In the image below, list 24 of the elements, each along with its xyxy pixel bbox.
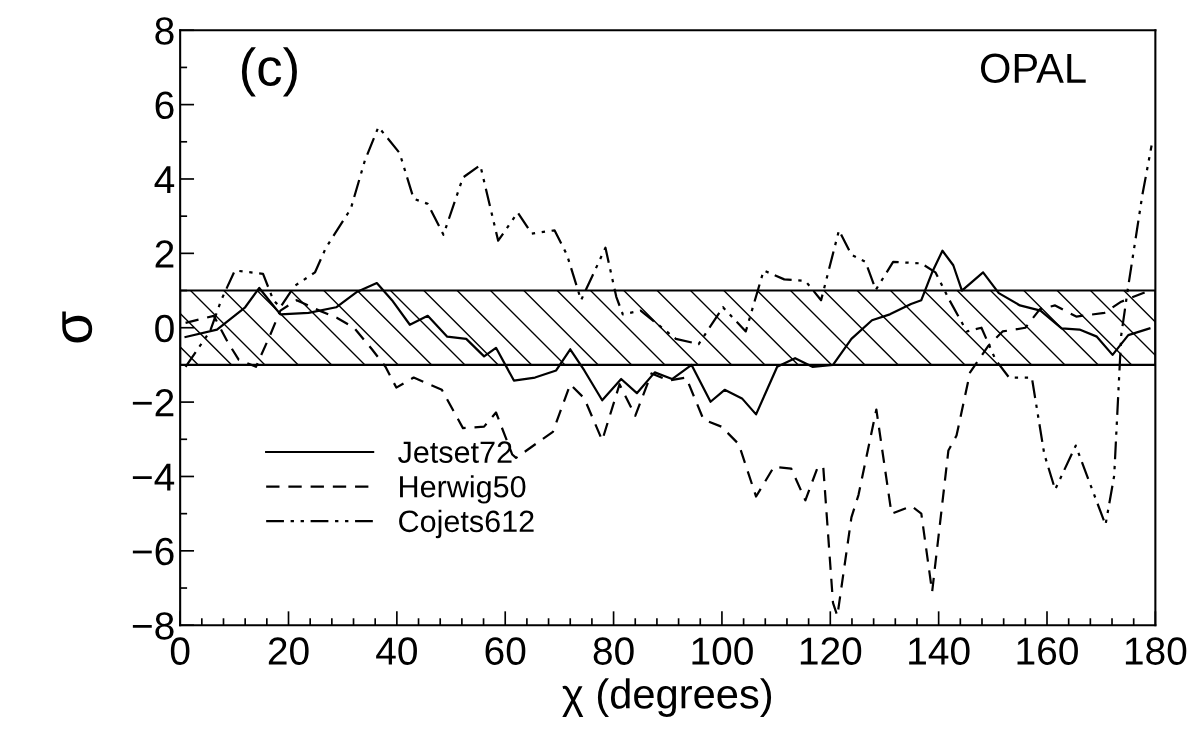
y-tick-label: 4 xyxy=(154,166,175,194)
legend-label: Herwig50 xyxy=(400,475,526,504)
y-tick-label: 6 xyxy=(155,91,174,120)
x-tick-label: 20 xyxy=(268,637,309,665)
legend-label: Cojets612 xyxy=(399,509,534,539)
y-tick-label: 2 xyxy=(155,240,174,268)
y-axis-title: σ xyxy=(62,311,93,343)
y-tick-label: 0 xyxy=(155,314,174,343)
x-tick-label: 160 xyxy=(1017,637,1078,665)
y-tick-label: −4 xyxy=(132,463,175,491)
y-tick-label: −2 xyxy=(132,389,174,417)
annotation: OPAL xyxy=(980,53,1086,84)
x-tick-label: 140 xyxy=(909,637,970,665)
x-tick-label: 100 xyxy=(692,637,753,665)
legend-label: Jetset72 xyxy=(398,441,512,463)
x-tick-label: 120 xyxy=(800,637,862,665)
x-tick-label: 180 xyxy=(1125,637,1187,665)
x-tick-label: 60 xyxy=(485,637,526,665)
x-tick-label: 80 xyxy=(593,637,634,665)
annotation: (c) xyxy=(241,47,297,97)
x-tick-label: 40 xyxy=(376,637,417,665)
y-tick-label: 8 xyxy=(155,17,174,45)
x-axis-title: χ (degrees) xyxy=(562,678,772,717)
y-tick-label: −6 xyxy=(132,537,174,566)
